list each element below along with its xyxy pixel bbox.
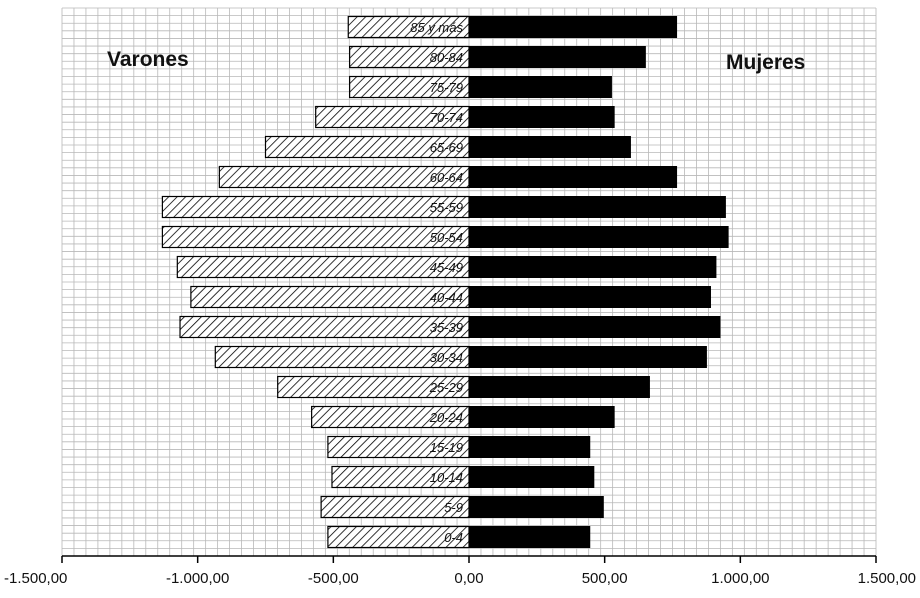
age-label-10-14: 10-14	[430, 470, 463, 485]
age-label-0-4: 0-4	[444, 530, 463, 545]
age-label-70-74: 70-74	[430, 110, 463, 125]
bar-mujeres-75-79	[468, 76, 612, 98]
age-label-45-49: 45-49	[430, 260, 463, 275]
x-tick-label: 1.500,00	[858, 570, 916, 587]
age-label-20-24: 20-24	[429, 410, 463, 425]
bar-mujeres-55-59	[468, 196, 726, 218]
bar-mujeres-65-69	[468, 136, 631, 158]
age-label-60-64: 60-64	[430, 170, 463, 185]
age-label-65-69: 65-69	[430, 140, 463, 155]
x-tick-label: 0,00	[454, 570, 483, 587]
bar-mujeres-15-19	[468, 436, 591, 458]
x-tick-label: -1.000,00	[166, 570, 229, 587]
bar-varones-45-49	[176, 255, 470, 279]
age-label-5-9: 5-9	[444, 500, 463, 515]
bar-mujeres-50-54	[468, 226, 729, 248]
bar-mujeres-10-14	[468, 466, 595, 488]
bar-varones-55-59	[161, 195, 470, 219]
bar-mujeres-45-49	[468, 256, 717, 278]
bars	[161, 15, 729, 549]
bar-mujeres-5-9	[468, 496, 604, 518]
bar-mujeres-25-29	[468, 376, 650, 398]
age-label-15-19: 15-19	[430, 440, 463, 455]
bar-mujeres-70-74	[468, 106, 615, 128]
x-tick-label: 1.000,00	[711, 570, 769, 587]
x-tick-label: -1.500,00	[4, 570, 67, 587]
x-tick-label: 500,00	[582, 570, 628, 587]
age-label-35-39: 35-39	[430, 320, 463, 335]
bar-mujeres-35-39	[468, 316, 721, 338]
bar-mujeres-30-34	[468, 346, 707, 368]
age-label-75-79: 75-79	[430, 80, 463, 95]
bar-mujeres-20-24	[468, 406, 615, 428]
bar-mujeres-60-64	[468, 166, 678, 188]
age-label-55-59: 55-59	[430, 200, 463, 215]
age-label-40-44: 40-44	[430, 290, 463, 305]
age-label-25-29: 25-29	[429, 380, 463, 395]
age-labels: 85 y más 80-84 75-79 70-74 65-69 60-64 55-59 50…	[410, 20, 463, 545]
bar-mujeres-0-4	[468, 526, 591, 548]
legend-varones: Varones	[107, 48, 189, 71]
age-label-85 y más: 85 y más	[410, 20, 463, 35]
bar-varones-40-44	[190, 285, 470, 309]
bar-varones-35-39	[179, 315, 470, 339]
bar-mujeres-40-44	[468, 286, 711, 308]
legend-mujeres: Mujeres	[726, 51, 805, 74]
bar-mujeres-85 y más	[468, 16, 678, 38]
age-label-50-54: 50-54	[430, 230, 463, 245]
bar-mujeres-80-84	[468, 46, 646, 68]
age-label-80-84: 80-84	[430, 50, 463, 65]
bar-varones-50-54	[161, 225, 470, 249]
age-label-30-34: 30-34	[430, 350, 463, 365]
x-axis: -1.500,00 -1.000,00 -500,00 0,00 500,00 1.000…	[4, 555, 916, 587]
x-tick-label: -500,00	[308, 570, 359, 587]
